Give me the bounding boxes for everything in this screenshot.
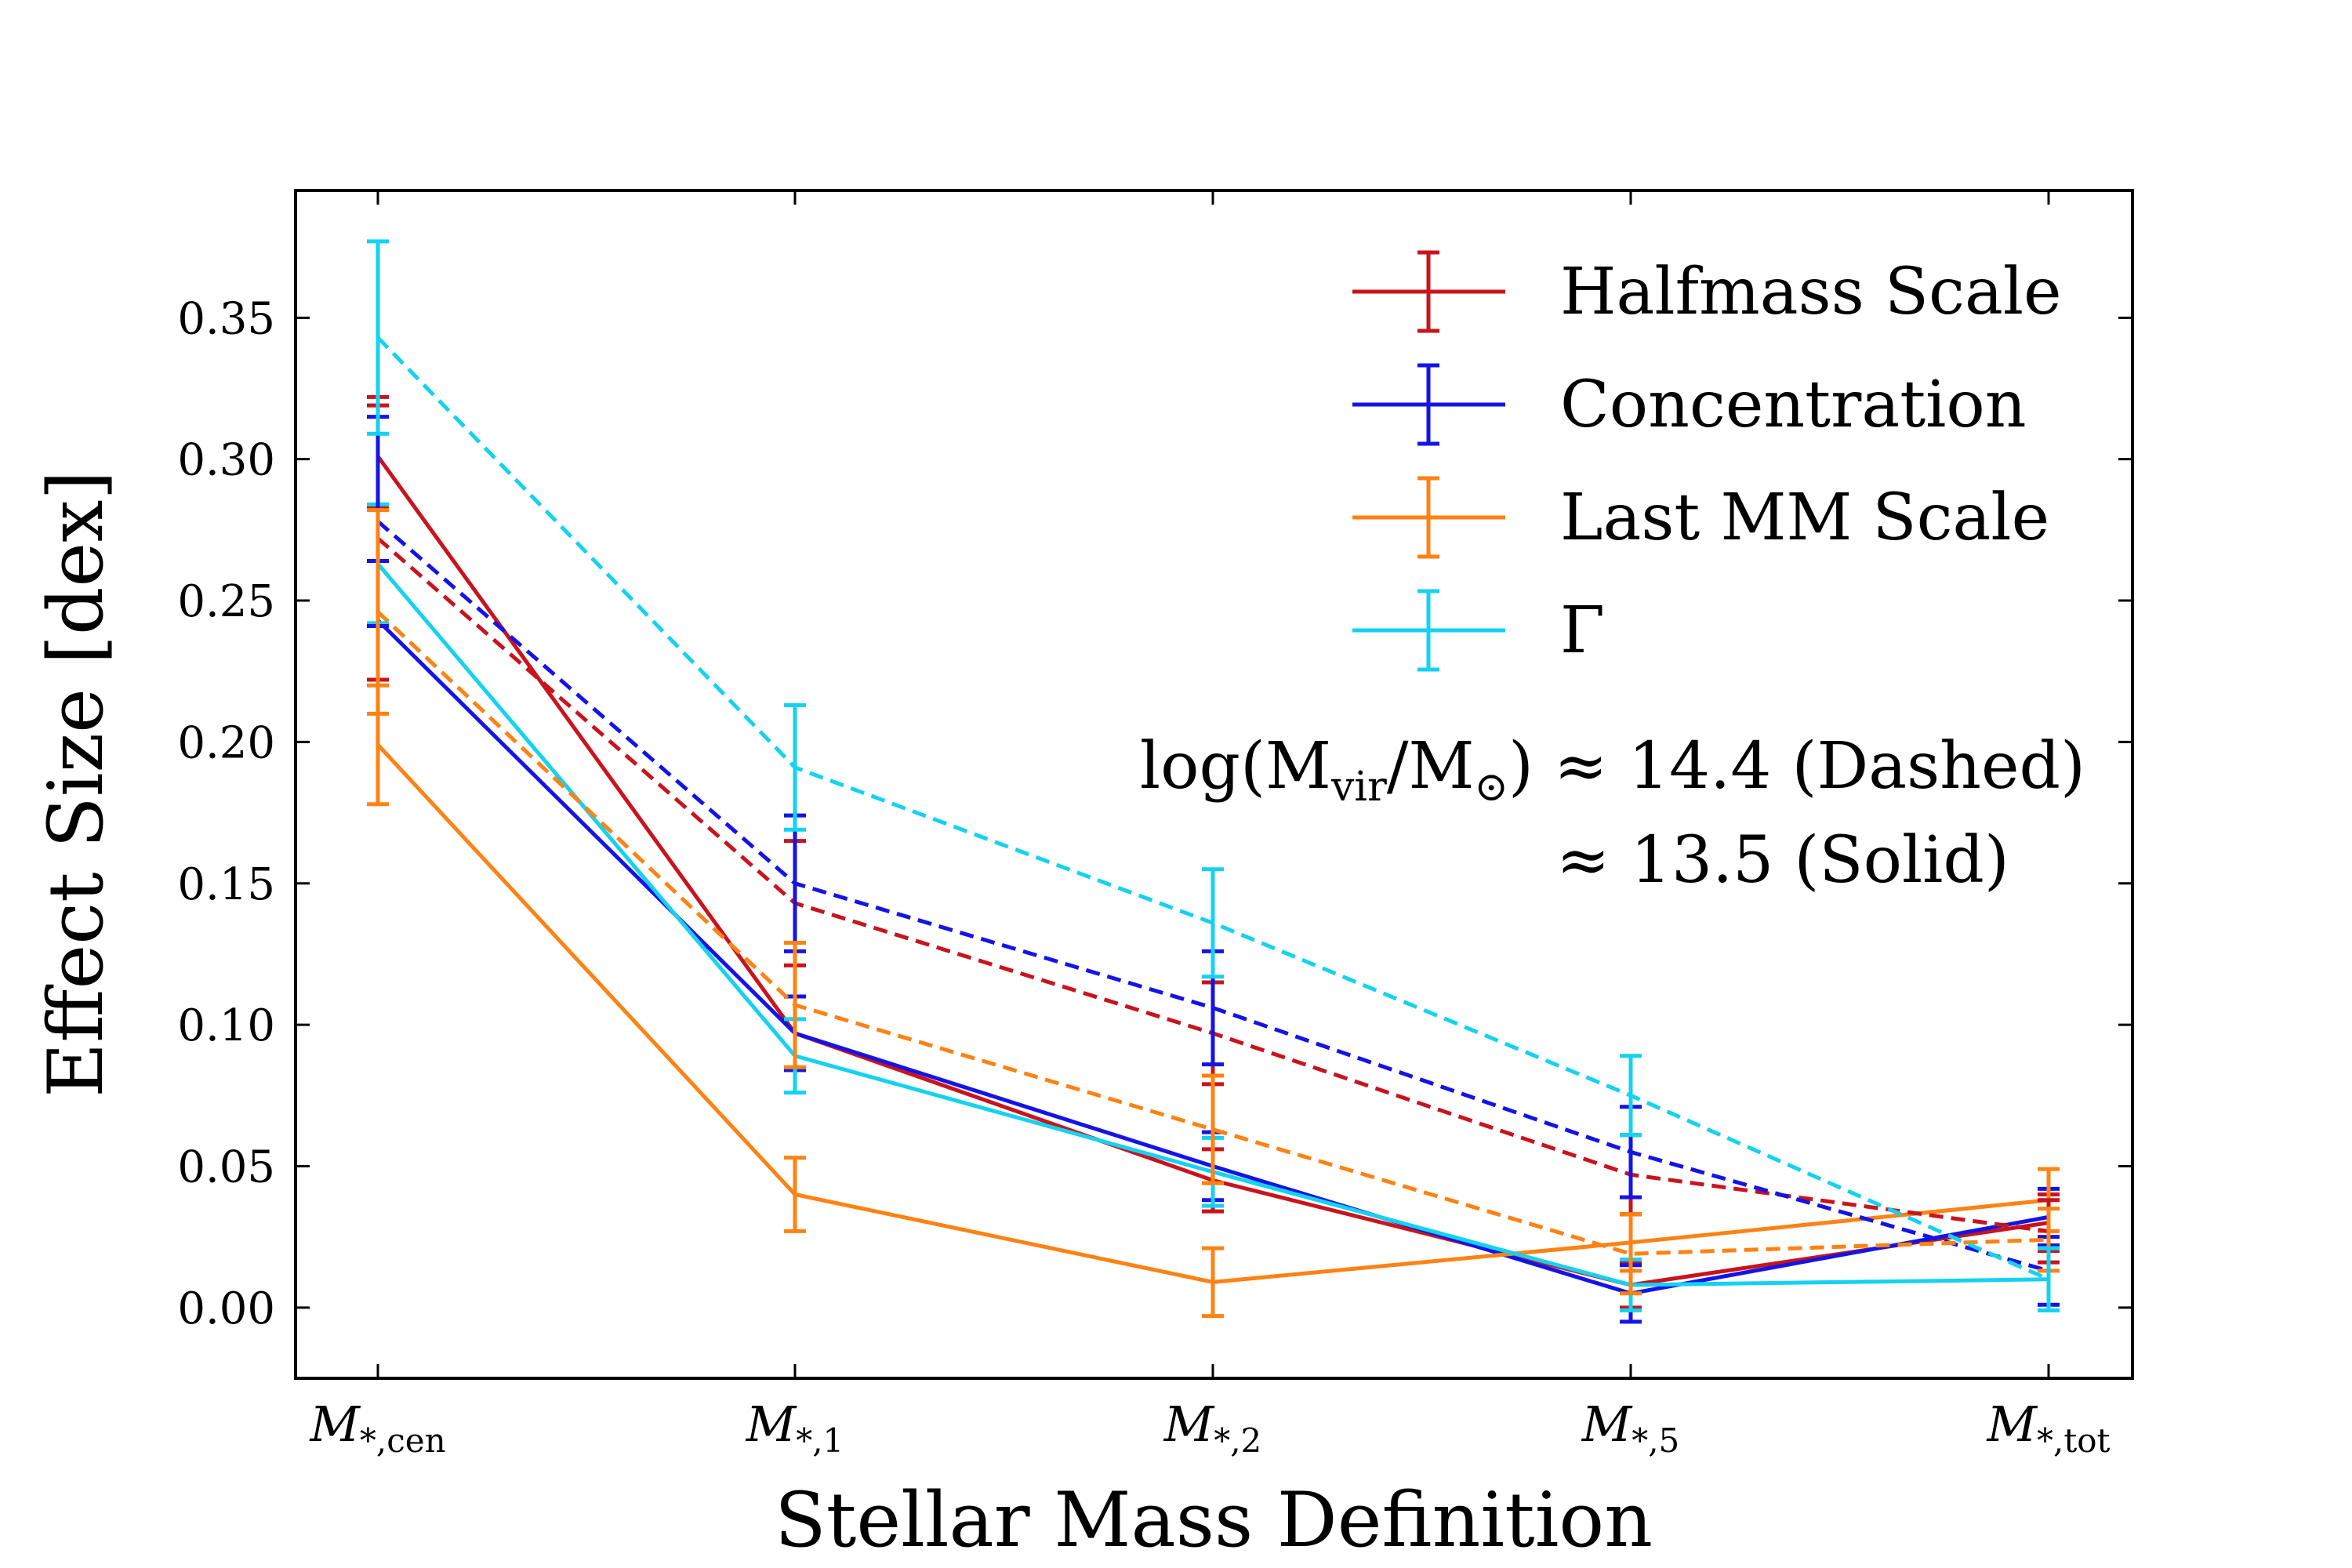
legend-label: Γ xyxy=(1560,593,1605,668)
annotation-suffix: ) ≈ 14.4 (Dashed) xyxy=(1508,729,2085,804)
y-tick-label: 0.15 xyxy=(177,859,275,910)
legend-entry: Halfmass Scale xyxy=(1352,250,2062,333)
legend-label: Concentration xyxy=(1560,368,2027,442)
y-tick-label: 0.30 xyxy=(177,435,275,486)
legend: Halfmass Scale Concentration Last MM Scale… xyxy=(1352,250,2062,672)
x-tick-label-base: M xyxy=(1581,1396,1633,1453)
y-tick-label: 0.00 xyxy=(177,1283,275,1334)
y-tick-label: 0.25 xyxy=(177,576,275,627)
x-tick-label: M*,5 xyxy=(1581,1396,1680,1460)
x-tick-label: M*,2 xyxy=(1163,1396,1262,1460)
x-tick-label-sub: *,2 xyxy=(1214,1421,1261,1460)
series-dashed-6 xyxy=(367,508,2060,1296)
y-tick-label: 0.10 xyxy=(177,1000,275,1051)
x-tick-label-sub: *,1 xyxy=(796,1421,844,1460)
series-line xyxy=(376,610,2049,1256)
x-tick-label-sub: *,5 xyxy=(1632,1421,1679,1460)
x-tick-label-base: M xyxy=(309,1396,361,1453)
annotation-sub-sun: ⊙ xyxy=(1474,764,1508,811)
x-tick-label-base: M xyxy=(1987,1396,2038,1453)
annotation-prefix: log(M xyxy=(1140,729,1331,804)
series-group xyxy=(367,239,2060,1324)
mass-annotation: log(Mvir/M⊙) ≈ 14.4 (Dashed) ≈ 13.5 (Sol… xyxy=(1140,729,2085,898)
y-tick-label: 0.05 xyxy=(177,1142,275,1192)
x-tick-label-base: M xyxy=(746,1396,797,1453)
y-tick-label: 0.35 xyxy=(177,293,275,344)
y-axis: 0.00 0.05 0.10 0.15 0.20 0.25 0.30 0.35 xyxy=(177,293,2132,1334)
x-tick-label-sub: *,cen xyxy=(360,1421,446,1460)
x-tick-label-sub: *,tot xyxy=(2037,1421,2111,1460)
legend-entry: Γ xyxy=(1352,589,1605,672)
annotation-line-2: ≈ 13.5 (Solid) xyxy=(1556,823,2009,898)
annotation-sub-vir: vir xyxy=(1330,764,1387,811)
annotation-mid: /M xyxy=(1387,729,1475,804)
legend-entry: Last MM Scale xyxy=(1352,476,2049,559)
legend-label: Last MM Scale xyxy=(1560,481,2049,555)
y-tick-label: 0.20 xyxy=(177,717,275,768)
x-axis: M*,cen M*,1 M*,2 M*,5 M*,tot xyxy=(309,191,2111,1460)
x-tick-label: M*,1 xyxy=(746,1396,844,1460)
legend-entry: Concentration xyxy=(1352,363,2027,446)
legend-label: Halfmass Scale xyxy=(1560,255,2062,329)
y-axis-title: Effect Size [dex] xyxy=(32,470,120,1098)
series-dashed-7 xyxy=(367,239,2060,1312)
annotation-line-1: log(Mvir/M⊙) ≈ 14.4 (Dashed) xyxy=(1140,729,2085,811)
x-tick-label-base: M xyxy=(1163,1396,1215,1453)
x-tick-label: M*,tot xyxy=(1987,1396,2111,1460)
x-tick-label: M*,cen xyxy=(309,1396,445,1460)
x-axis-title: Stellar Mass Definition xyxy=(775,1476,1653,1564)
